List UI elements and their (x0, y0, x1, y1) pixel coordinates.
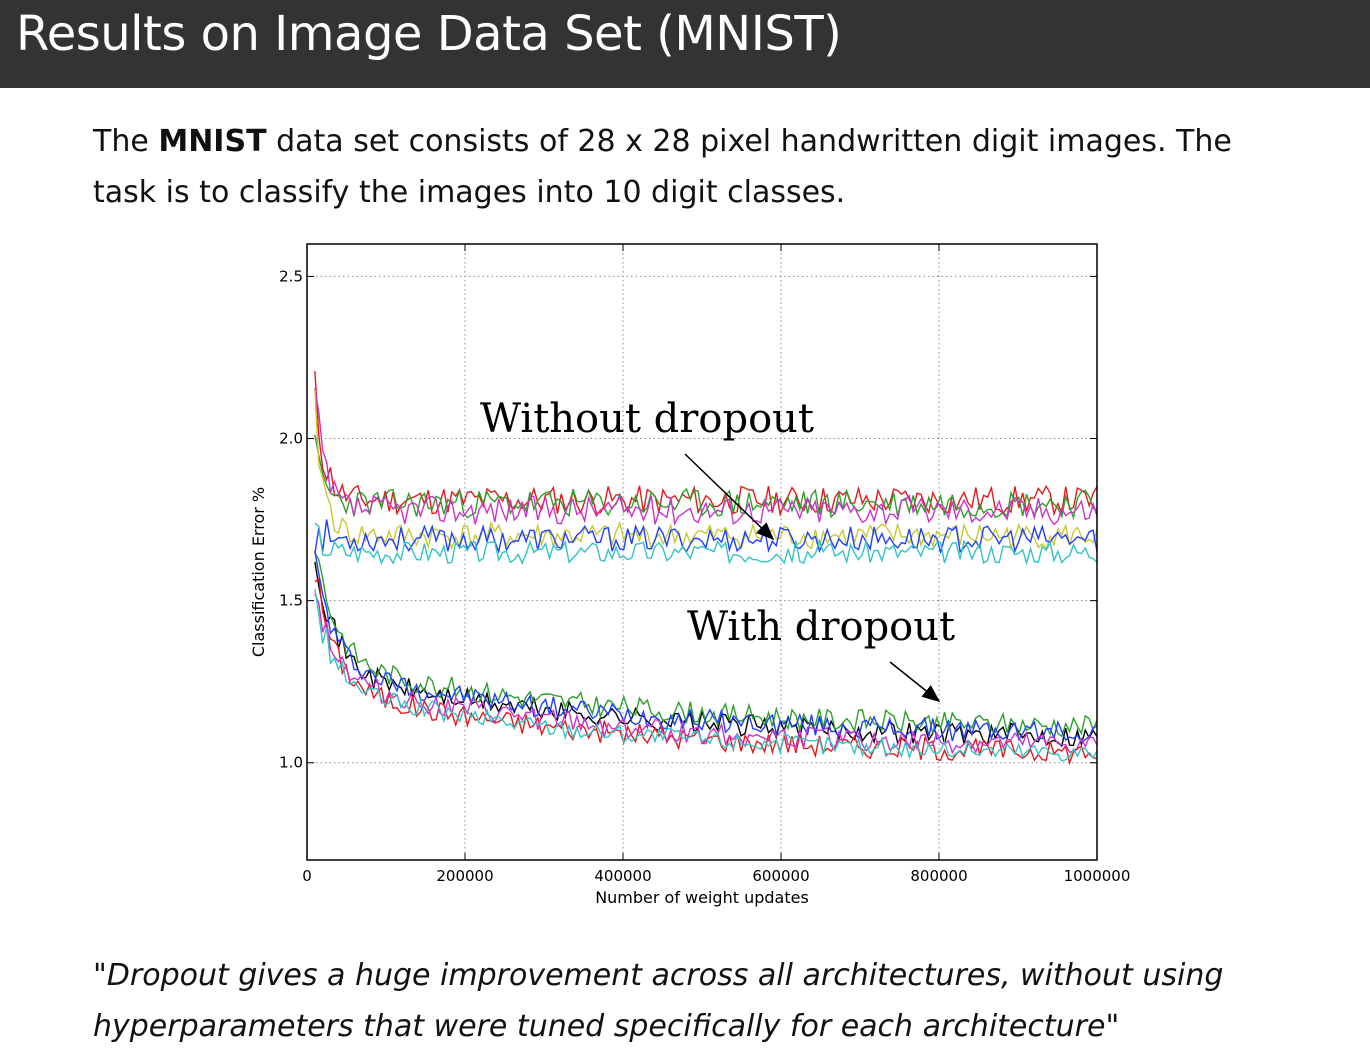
chart-svg: 0 200000 400000 600000 800000 1000000 1.0 1.5 2.… (249, 243, 1131, 907)
x-tick-label: 0 (302, 867, 312, 885)
grid-layer (307, 244, 1097, 860)
x-tick-label: 400000 (594, 867, 651, 885)
slide-title-bar: Results on Image Data Set (MNIST) (0, 0, 1370, 88)
series-line-with-dropout-8 (314, 550, 1097, 744)
slide-title: Results on Image Data Set (MNIST) (16, 6, 842, 62)
series-line-with-dropout-7 (314, 552, 1097, 738)
annotation-label: Without dropout (480, 396, 814, 442)
intro-rest: data set consists of 28 x 28 pixel handw… (93, 124, 1232, 210)
error-chart: 0 200000 400000 600000 800000 1000000 1.0 1.5 2.… (240, 232, 1160, 922)
annotation-arrow (889, 661, 941, 703)
x-tick-label: 200000 (436, 867, 493, 885)
x-tick-label: 1000000 (1064, 867, 1131, 885)
y-tick-label: 1.0 (279, 754, 303, 772)
series-line-with-dropout-10 (314, 593, 1097, 755)
series-line-without-dropout-5 (314, 522, 1097, 566)
x-tick-label: 600000 (752, 867, 809, 885)
intro-lead: The (93, 124, 159, 159)
x-axis-label: Number of weight updates (595, 888, 809, 907)
annotation-label: With dropout (687, 604, 955, 650)
series-layer (314, 371, 1097, 766)
quote-paragraph: "Dropout gives a huge improvement across… (93, 950, 1333, 1052)
y-tick-label: 2.5 (279, 267, 303, 285)
quote-text: "Dropout gives a huge improvement across… (93, 958, 1224, 1044)
annotation-layer: Without dropout With dropout (480, 396, 955, 703)
x-tick-label: 800000 (910, 867, 967, 885)
y-tick-label: 1.5 (279, 592, 303, 610)
y-tick-label: 2.0 (279, 430, 303, 448)
series-line-without-dropout-0 (314, 371, 1097, 518)
axis-layer: 0 200000 400000 600000 800000 1000000 1.0 1.5 2.… (279, 243, 1131, 885)
intro-bold: MNIST (158, 124, 267, 159)
intro-paragraph: The MNIST data set consists of 28 x 28 p… (93, 116, 1293, 218)
y-axis-label: Classification Error % (249, 487, 268, 657)
series-line-without-dropout-1 (314, 434, 1097, 521)
annotation-arrow (684, 453, 775, 541)
series-line-without-dropout-2 (314, 388, 1097, 526)
plot-frame (306, 243, 1098, 861)
series-line-with-dropout-11 (314, 589, 1097, 762)
